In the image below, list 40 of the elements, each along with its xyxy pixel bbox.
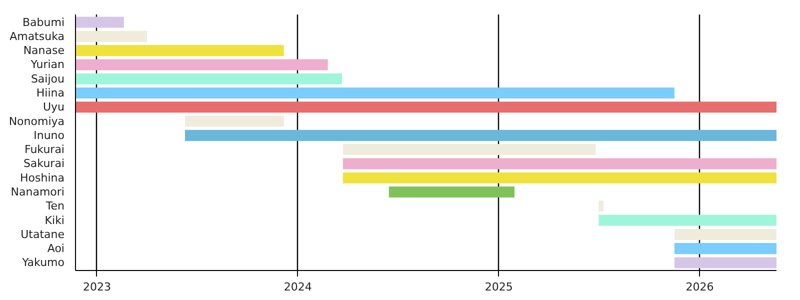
y-tick-label: Utatane [20, 228, 65, 241]
bar [388, 186, 515, 198]
bar [342, 144, 596, 156]
bar [598, 214, 776, 226]
y-tick-label: Hoshina [20, 171, 65, 184]
bar [185, 116, 284, 127]
bar [76, 59, 328, 70]
y-tick-label: Yurian [30, 58, 65, 72]
y-tick-label: Fukurai [24, 143, 65, 156]
bar [185, 130, 776, 141]
y-tick-label: Inuno [34, 128, 65, 142]
bar [342, 158, 776, 170]
bar [76, 45, 284, 56]
y-tick-label: Aoi [47, 242, 65, 256]
y-tick-label: Hiina [36, 86, 65, 100]
x-tick-label: 2023 [83, 280, 111, 294]
bar [76, 102, 776, 113]
y-tick-label: Nanase [23, 44, 65, 58]
x-tick-label: 2026 [686, 280, 714, 294]
y-tick-label: Amatsuka [10, 30, 65, 43]
y-tick-label: Nanamori [10, 186, 65, 199]
bar [342, 172, 776, 184]
x-tick-label: 2025 [484, 280, 513, 294]
bar [76, 30, 148, 42]
bar [76, 87, 674, 99]
y-tick-label: Babumi [22, 16, 65, 29]
bar [674, 243, 776, 254]
y-tick-label: Uyu [42, 100, 65, 114]
y-tick-label: Nonomiya [8, 114, 65, 128]
bar [674, 257, 776, 268]
y-tick-label: Saijou [30, 72, 65, 86]
y-tick-label: Ten [44, 200, 65, 213]
bar [674, 228, 776, 240]
y-tick-label: Kiki [44, 214, 65, 227]
bar [76, 73, 342, 84]
y-tick-label: Yakumo [21, 256, 65, 270]
x-tick-label: 2024 [284, 280, 312, 294]
bar [598, 200, 604, 212]
bar [76, 16, 124, 28]
y-tick-label: Sakurai [23, 157, 64, 170]
